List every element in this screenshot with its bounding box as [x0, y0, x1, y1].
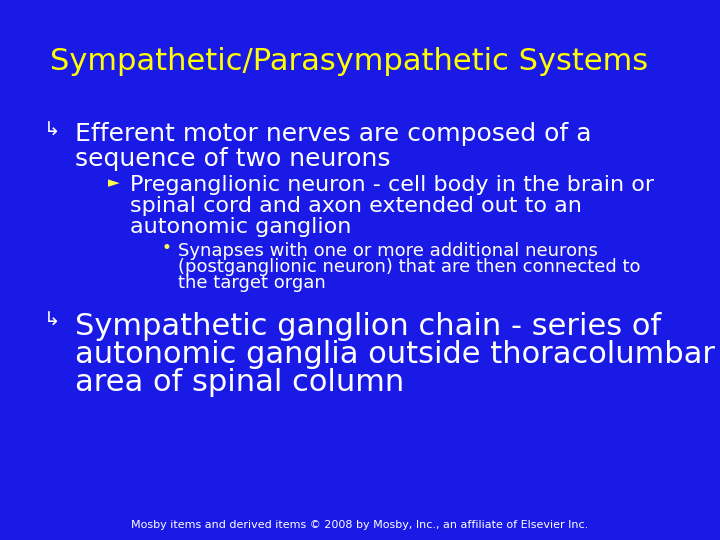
Text: autonomic ganglion: autonomic ganglion [130, 217, 351, 237]
Text: ►: ► [108, 176, 120, 191]
Text: Preganglionic neuron - cell body in the brain or: Preganglionic neuron - cell body in the … [130, 175, 654, 195]
Text: ↳: ↳ [44, 310, 60, 329]
Text: area of spinal column: area of spinal column [75, 368, 404, 397]
Text: Mosby items and derived items © 2008 by Mosby, Inc., an affiliate of Elsevier In: Mosby items and derived items © 2008 by … [131, 520, 589, 530]
Text: (postganglionic neuron) that are then connected to: (postganglionic neuron) that are then co… [178, 258, 641, 276]
Text: the target organ: the target organ [178, 274, 325, 292]
Text: sequence of two neurons: sequence of two neurons [75, 147, 390, 171]
Text: spinal cord and axon extended out to an: spinal cord and axon extended out to an [130, 196, 582, 216]
Text: Sympathetic/Parasympathetic Systems: Sympathetic/Parasympathetic Systems [50, 48, 648, 77]
Text: •: • [162, 239, 172, 257]
Text: Synapses with one or more additional neurons: Synapses with one or more additional neu… [178, 242, 598, 260]
Text: Efferent motor nerves are composed of a: Efferent motor nerves are composed of a [75, 122, 592, 146]
Text: Sympathetic ganglion chain - series of: Sympathetic ganglion chain - series of [75, 312, 661, 341]
Text: autonomic ganglia outside thoracolumbar: autonomic ganglia outside thoracolumbar [75, 340, 715, 369]
Text: ↳: ↳ [44, 120, 60, 139]
